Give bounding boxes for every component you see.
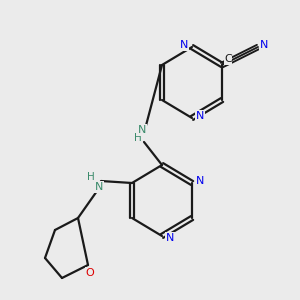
Text: H: H (134, 133, 142, 143)
Text: N: N (196, 111, 204, 121)
Text: H: H (87, 172, 95, 182)
Text: N: N (138, 125, 146, 135)
Text: N: N (260, 40, 268, 50)
Text: C: C (224, 54, 232, 64)
Text: N: N (196, 176, 204, 186)
Text: N: N (95, 182, 103, 192)
Text: N: N (166, 233, 174, 243)
Text: O: O (85, 268, 94, 278)
Text: N: N (180, 40, 188, 50)
